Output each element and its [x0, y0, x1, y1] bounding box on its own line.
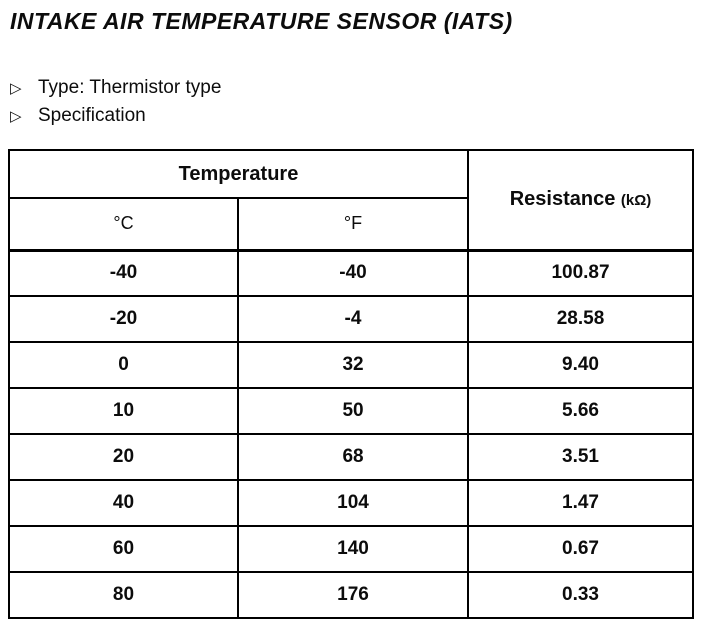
table-row: 60 140 0.67	[8, 525, 695, 573]
resistance-value: 28.58	[467, 295, 695, 343]
triangle-bullet-icon: ▷	[10, 80, 22, 97]
fahrenheit-value: 140	[236, 525, 470, 573]
fahrenheit-value: -4	[236, 295, 470, 343]
table-row: 80 176 0.33	[8, 571, 695, 619]
resistance-value: 1.47	[467, 479, 695, 527]
table-unit-row: °C °F	[8, 197, 693, 252]
fahrenheit-value: 32	[236, 341, 470, 389]
temperature-header-cell: Temperature	[7, 149, 470, 199]
resistance-value: 5.66	[467, 387, 695, 435]
table-header-row: Temperature Resistance (kΩ)	[7, 149, 695, 252]
table-row: -40 -40 100.87	[8, 249, 695, 297]
table-row: 0 32 9.40	[8, 341, 695, 389]
resistance-value: 9.40	[467, 341, 695, 389]
bullet-item-type: ▷ Type: Thermistor type	[10, 77, 694, 99]
resistance-value: 0.67	[467, 525, 695, 573]
fahrenheit-value: 50	[236, 387, 470, 435]
resistance-value: 0.33	[467, 571, 695, 619]
resistance-header-cell: Resistance (kΩ)	[467, 149, 695, 252]
resistance-label: Resistance	[509, 188, 616, 211]
celsius-value: 10	[8, 387, 239, 435]
bullet-item-specification: ▷ Specification	[10, 105, 694, 127]
fahrenheit-header-cell: °F	[236, 197, 470, 252]
specification-table: Temperature Resistance (kΩ) °C °F -40 -4…	[7, 149, 695, 619]
table-row: 10 50 5.66	[8, 387, 695, 435]
bullet-text-type: Type: Thermistor type	[38, 77, 222, 98]
resistance-unit-label: (kΩ)	[620, 192, 652, 210]
fahrenheit-value: 176	[236, 571, 470, 619]
celsius-value: 0	[8, 341, 239, 389]
celsius-value: 40	[8, 479, 239, 527]
celsius-header-cell: °C	[8, 197, 239, 252]
table-row: 40 104 1.47	[8, 479, 695, 527]
bullet-text-specification: Specification	[38, 105, 146, 126]
fahrenheit-value: -40	[236, 249, 470, 297]
celsius-value: 20	[8, 433, 239, 481]
specification-table-container: Temperature Resistance (kΩ) °C °F -40 -4…	[7, 149, 695, 619]
resistance-value: 3.51	[467, 433, 695, 481]
fahrenheit-value: 104	[236, 479, 470, 527]
page-title: INTAKE AIR TEMPERATURE SENSOR (IATS)	[10, 8, 513, 34]
bullet-list: ▷ Type: Thermistor type ▷ Specification	[10, 77, 694, 127]
table-row: -20 -4 28.58	[8, 295, 695, 343]
table-row: 20 68 3.51	[8, 433, 695, 481]
celsius-value: 80	[8, 571, 239, 619]
celsius-value: -20	[8, 295, 239, 343]
resistance-value: 100.87	[467, 249, 695, 297]
celsius-value: 60	[8, 525, 239, 573]
fahrenheit-value: 68	[236, 433, 470, 481]
celsius-value: -40	[8, 249, 239, 297]
triangle-bullet-icon: ▷	[10, 108, 22, 125]
